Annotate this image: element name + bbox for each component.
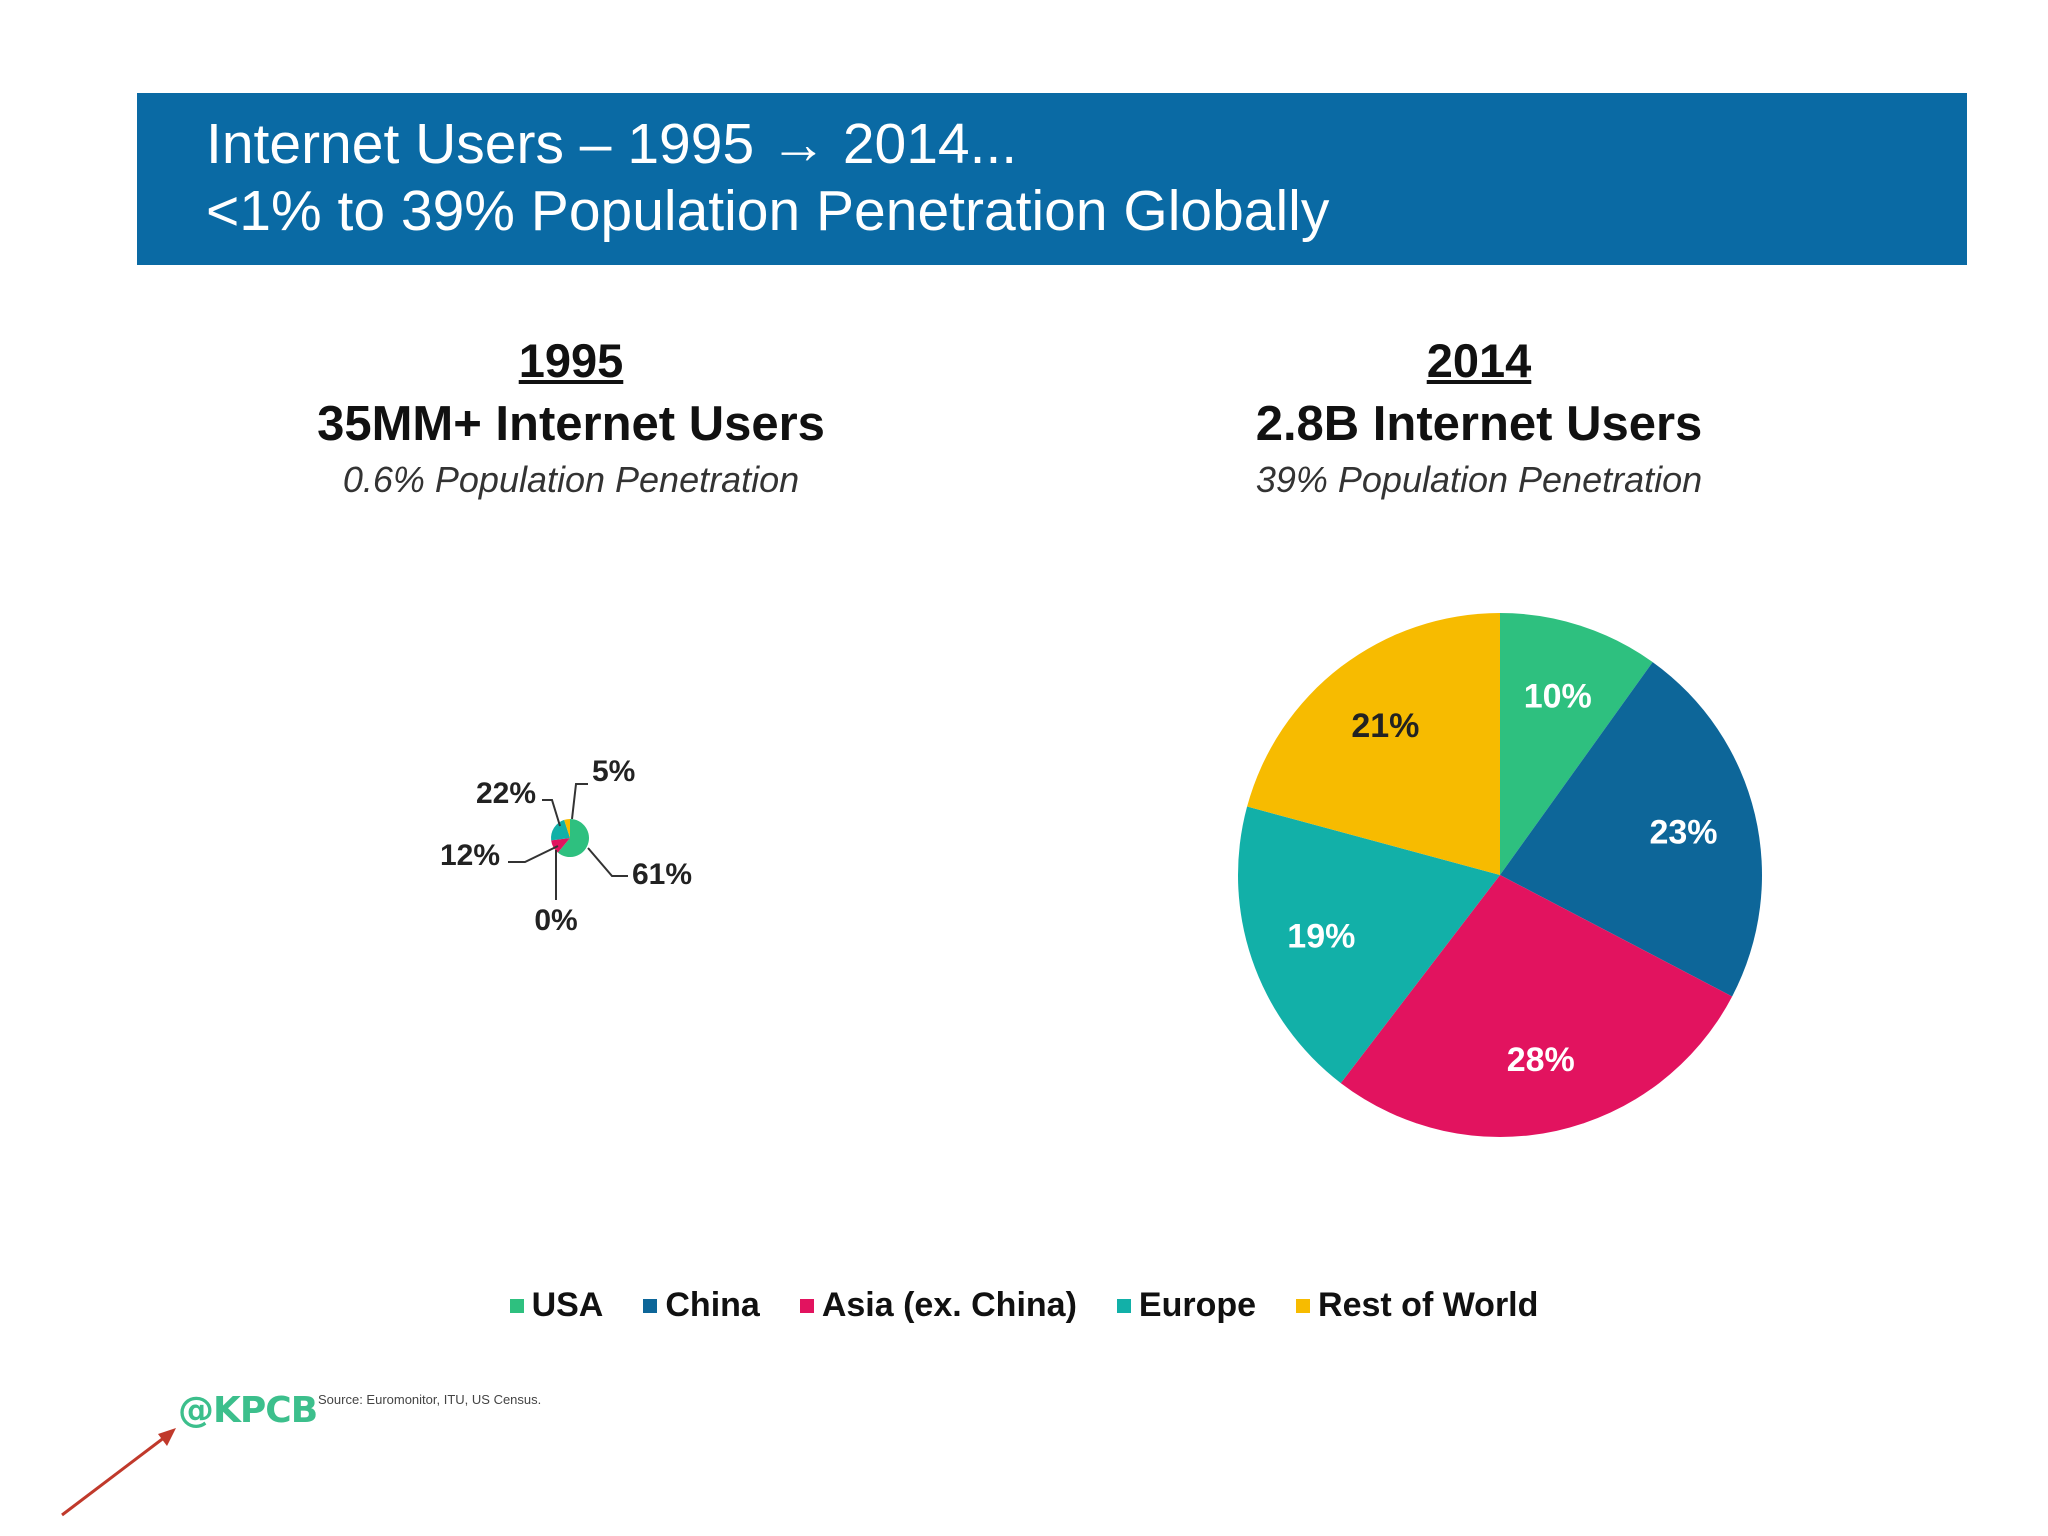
legend: USA China Asia (ex. China) Europe Rest of Wo… [0, 1286, 2048, 1325]
legend-label: China [665, 1286, 760, 1324]
callout-line-usa [587, 847, 628, 877]
header-banner: Internet Users – 1995 → 2014... <1% to 3… [137, 93, 1967, 265]
header-title-line2: <1% to 39% Population Penetration Global… [206, 179, 1330, 243]
slice-label-rest-of-world: 21% [1351, 707, 1419, 745]
pie-slice-rest-of-world [564, 819, 570, 838]
source-note: Source: Euromonitor, ITU, US Census. [318, 1392, 542, 1407]
callout-line-europe [542, 799, 561, 827]
legend-label: Asia (ex. China) [821, 1286, 1077, 1324]
callout-line-asia-ex-china [508, 845, 559, 863]
slice-label-asia-ex-china: 12% [440, 839, 500, 872]
legend-item-usa: USA [509, 1286, 604, 1325]
callout-line-rest-of-world [571, 783, 588, 820]
arrow-head [158, 1428, 176, 1446]
arrow-shaft [61, 1435, 166, 1517]
legend-label: Rest of World [1318, 1286, 1539, 1324]
pie-slice-europe [551, 819, 570, 841]
pie-slice-rest-of-world [1247, 613, 1500, 875]
legend-swatch [799, 1298, 814, 1313]
panel-year: 2014 [1426, 334, 1532, 387]
slice-label-usa: 10% [1524, 677, 1592, 715]
legend-swatch [643, 1298, 658, 1313]
pie-slice-china [1500, 662, 1763, 997]
legend-swatch [1116, 1298, 1131, 1313]
panel-2014-heading: 2014 2.8B Internet Users 39% Population … [1129, 330, 1829, 504]
annotation-arrow [61, 1428, 176, 1517]
slice-label-europe: 22% [476, 777, 536, 810]
legend-item-europe: Europe [1116, 1286, 1257, 1325]
kpcb-logo: @KPCB [178, 1390, 318, 1431]
legend-item-asia-ex-china: Asia (ex. China) [799, 1286, 1077, 1325]
pie-slice-asia-ex-china [1340, 875, 1733, 1138]
legend-swatch [509, 1298, 524, 1313]
slice-label-china: 23% [1649, 813, 1717, 851]
panel-users: 2.8B Internet Users [1255, 397, 1703, 451]
legend-label: USA [531, 1286, 604, 1324]
pie-slice-asia-ex-china [551, 838, 570, 853]
header-title-line1: Internet Users – 1995 → 2014... [206, 112, 1018, 176]
panel-1995-heading: 1995 35MM+ Internet Users 0.6% Populatio… [221, 330, 921, 504]
slice-label-usa: 61% [632, 858, 692, 891]
slice-label-europe: 19% [1287, 918, 1355, 956]
slice-label-china: 0% [534, 904, 577, 937]
slice-label-rest-of-world: 5% [592, 755, 635, 788]
panel-users: 35MM+ Internet Users [317, 397, 825, 451]
legend-item-rest-of-world: Rest of World [1296, 1286, 1538, 1325]
legend-item-china: China [643, 1286, 760, 1325]
pie-1995: 61% 0% 12% 22% 5% [440, 755, 692, 937]
pie-2014: 10% 23% 28% 19% 21% [1237, 613, 1763, 1138]
slice-label-asia-ex-china: 28% [1507, 1041, 1575, 1079]
pie-slice-usa [557, 819, 589, 857]
panel-year: 1995 [518, 334, 624, 387]
pie-slice-europe [1237, 806, 1500, 1084]
legend-swatch [1296, 1298, 1311, 1313]
pie-slice-usa [1500, 613, 1653, 875]
legend-label: Europe [1138, 1286, 1257, 1324]
panel-penetration: 39% Population Penetration [1255, 459, 1703, 500]
panel-penetration: 0.6% Population Penetration [342, 459, 800, 500]
